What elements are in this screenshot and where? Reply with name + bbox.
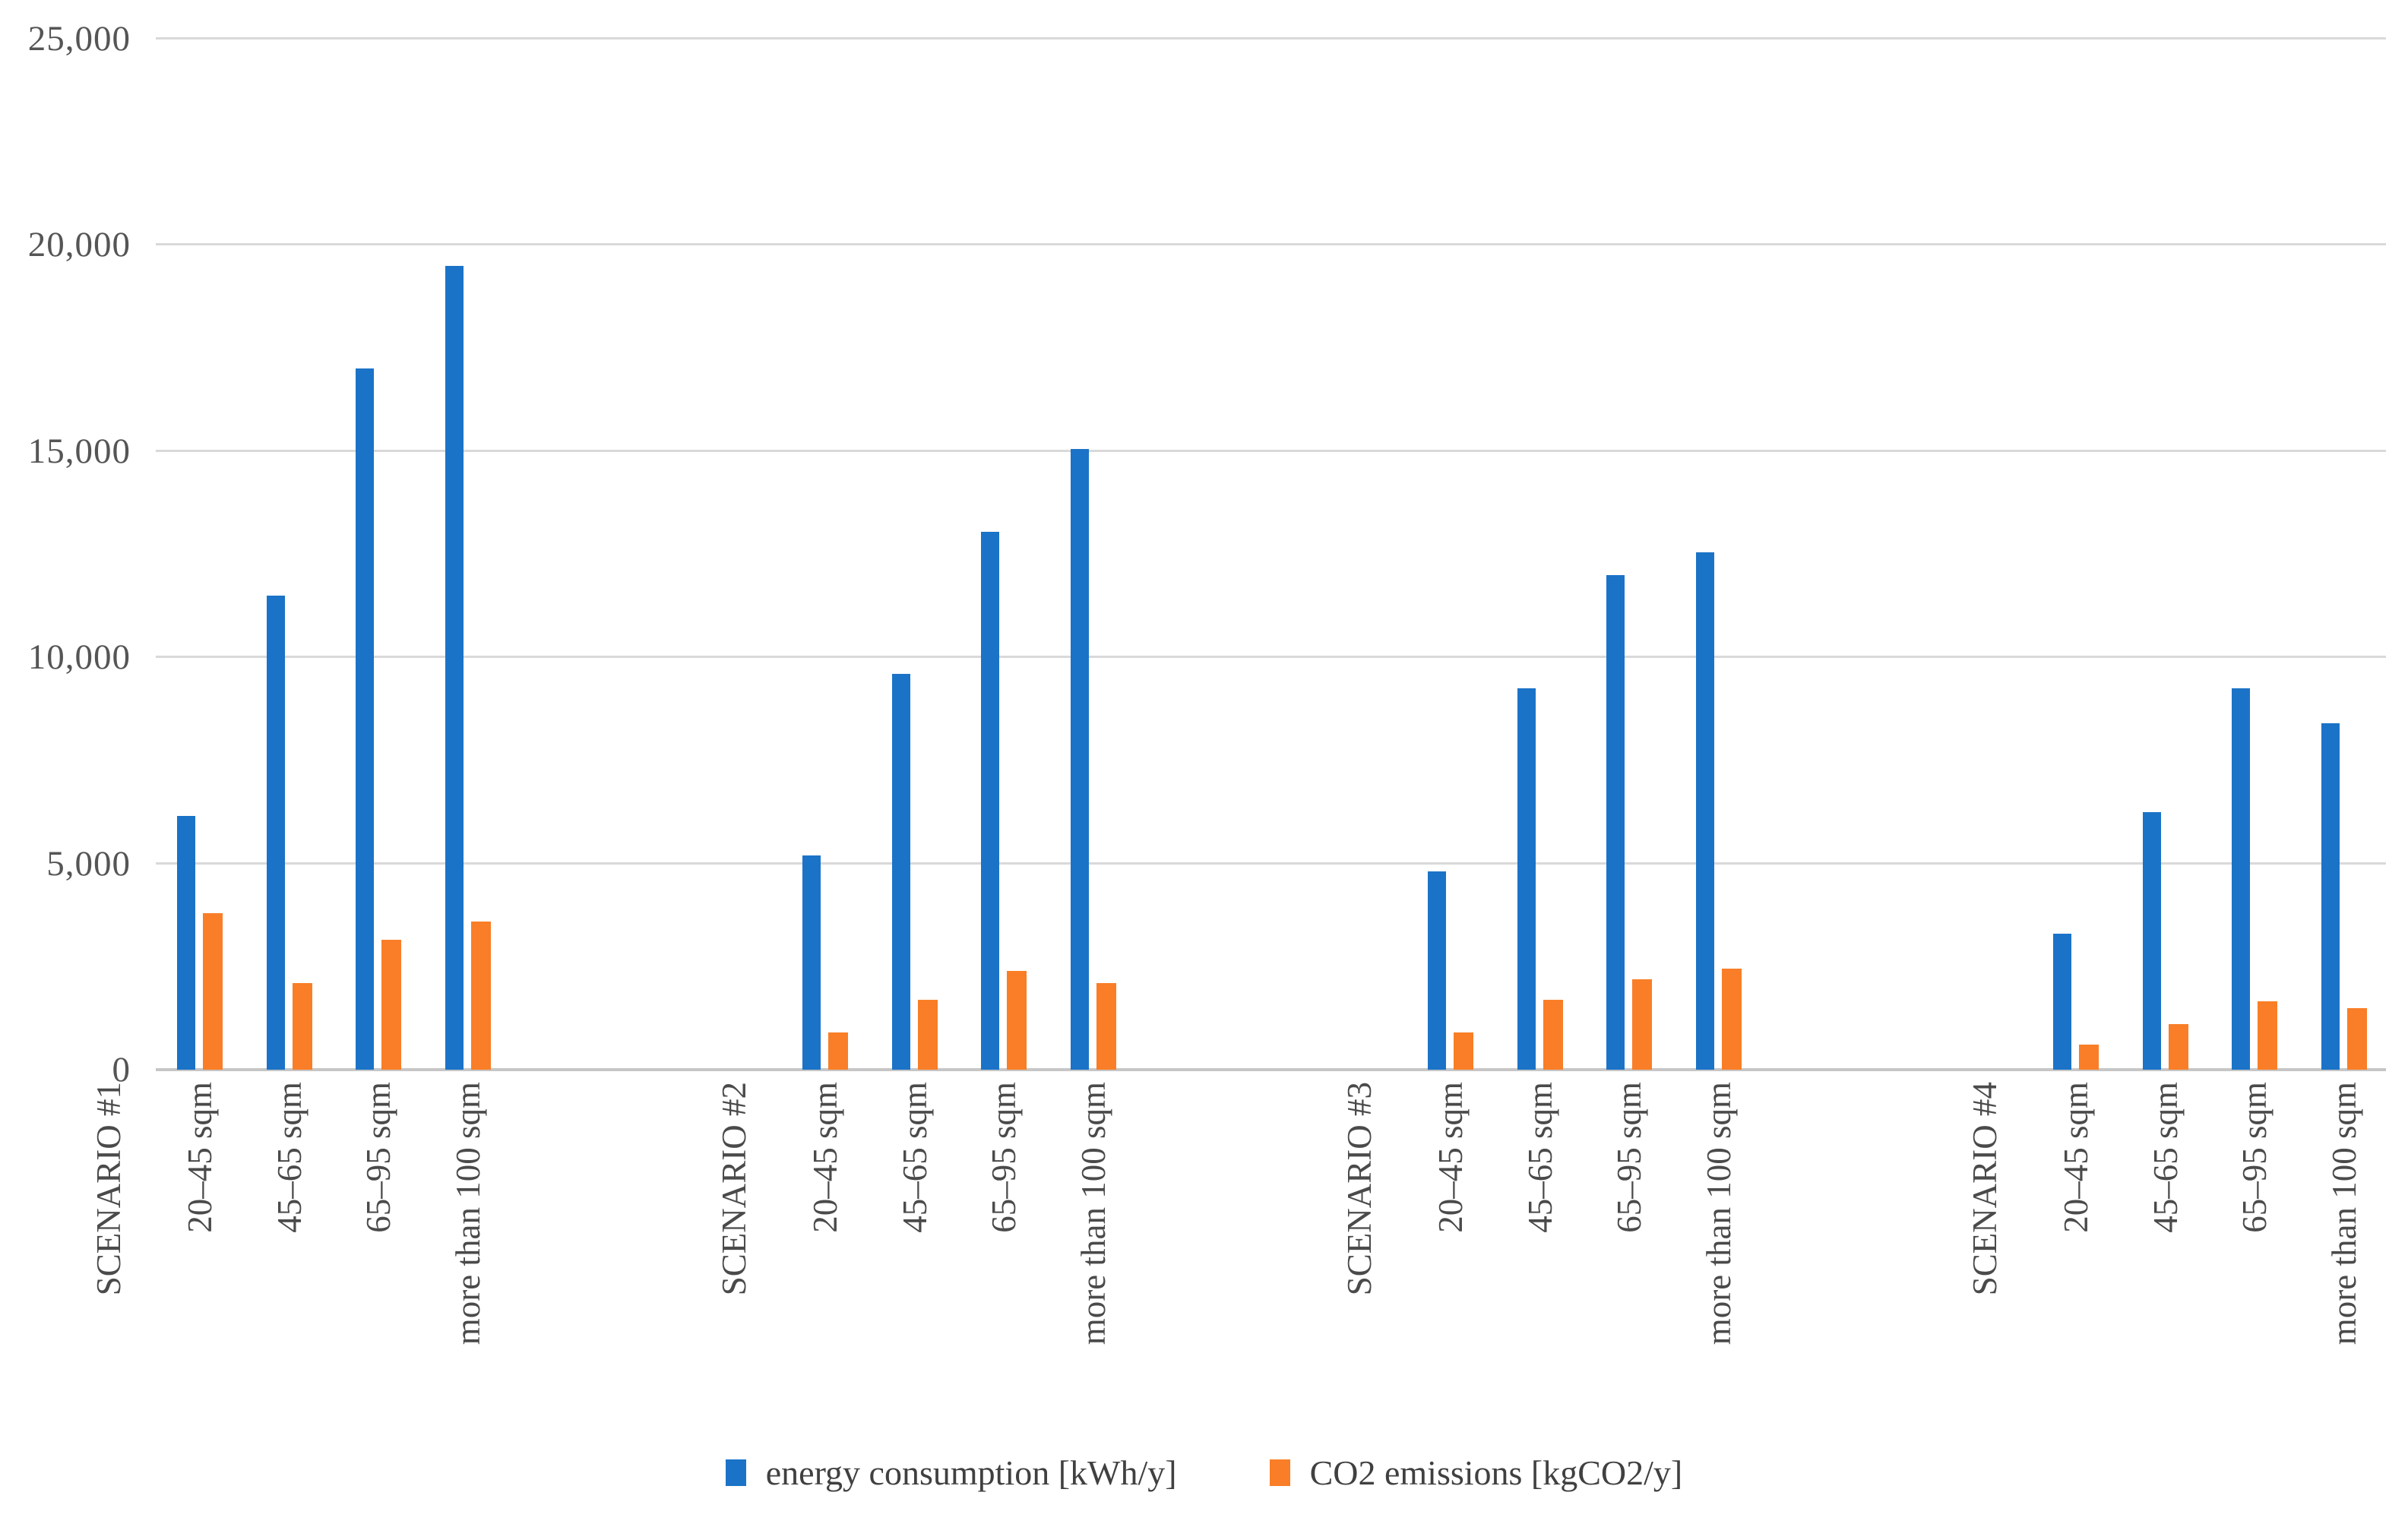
bar-energy [1695,552,1714,1070]
x-axis-category-label: 65–95 sqm [359,1082,397,1233]
legend-label-energy: energy consumption [kWh/y] [765,1453,1177,1492]
x-axis-category-label: 45–65 sqm [2146,1082,2185,1233]
bar-co2 [917,999,938,1070]
bar-energy [1428,871,1446,1070]
gridline [156,1068,2386,1071]
x-axis-category-label: more than 100 sqm [448,1082,487,1345]
x-axis-category-label: 20–45 sqm [806,1082,844,1233]
bar-energy [1606,574,1625,1070]
bar-co2 [1454,1032,1473,1070]
bar-co2 [2258,1001,2277,1070]
y-axis-tick-label: 0 [112,1050,131,1089]
x-axis-category-label: more than 100 sqm [2324,1082,2363,1345]
bar-co2 [2168,1024,2188,1070]
y-axis-tick-label: 5,000 [46,843,131,884]
bar-energy [177,816,195,1070]
legend-label-co2: CO2 emissions [kgCO2/y] [1309,1453,1683,1492]
bar-energy [2232,688,2250,1070]
bar-co2 [1632,979,1652,1070]
y-axis-tick-label: 20,000 [27,225,131,265]
x-axis-category-label: more than 100 sqm [1074,1082,1112,1345]
bar-energy [2321,723,2340,1070]
x-axis-category-label: 20–45 sqm [2057,1082,2095,1233]
bar-co2 [1721,969,1742,1070]
legend-item-co2: CO2 emissions [kgCO2/y] [1269,1453,1683,1493]
legend-swatch-energy [725,1459,746,1486]
bar-co2 [2346,1007,2367,1070]
bar-co2 [828,1032,848,1070]
legend-swatch-co2 [1269,1459,1290,1486]
x-axis-category-label: 45–65 sqm [895,1082,934,1233]
legend-item-energy: energy consumption [kWh/y] [725,1453,1177,1493]
bar-energy [891,673,910,1070]
bar-energy [802,855,821,1070]
x-axis-category-label: 45–65 sqm [1520,1082,1559,1233]
bar-co2 [292,983,312,1070]
gridline [156,449,2386,452]
bar-co2 [2079,1045,2099,1070]
y-axis-tick-label: 10,000 [27,637,131,678]
bar-energy [445,265,464,1070]
bar-energy [2142,811,2161,1070]
x-axis-category-label: 65–95 sqm [1610,1082,1648,1233]
x-axis-group-label: SCENARIO #4 [1966,1082,2004,1296]
x-axis-group-label: SCENARIO #3 [1340,1082,1378,1296]
bar-energy [356,368,374,1070]
bar-co2 [1543,999,1563,1070]
bar-energy [981,531,999,1070]
gridline [156,656,2386,659]
bar-co2 [203,912,223,1070]
bar-co2 [1096,983,1116,1070]
bar-energy [1070,449,1089,1070]
x-axis-category-label: 65–95 sqm [2236,1082,2274,1233]
x-axis-category-label: more than 100 sqm [1699,1082,1738,1345]
bar-co2 [470,921,491,1070]
x-axis-category-label: 65–95 sqm [985,1082,1023,1233]
bar-energy [266,595,285,1070]
bar-energy [2053,933,2071,1070]
bar-energy [1517,688,1536,1070]
legend: energy consumption [kWh/y] CO2 emissions … [0,1453,2408,1493]
x-axis-category-label: 20–45 sqm [181,1082,219,1233]
y-axis-tick-label: 15,000 [27,431,131,471]
bar-co2 [381,940,401,1070]
x-axis-category-label: 45–65 sqm [270,1082,309,1233]
x-axis-category-label: 20–45 sqm [1432,1082,1470,1233]
gridline [156,243,2386,246]
y-axis-tick-label: 25,000 [27,19,131,58]
gridline [156,862,2386,865]
x-axis-group-label: SCENARIO #1 [90,1082,128,1296]
gridline [156,37,2386,40]
bar-co2 [1007,970,1027,1070]
x-axis-group-label: SCENARIO #2 [715,1082,753,1296]
